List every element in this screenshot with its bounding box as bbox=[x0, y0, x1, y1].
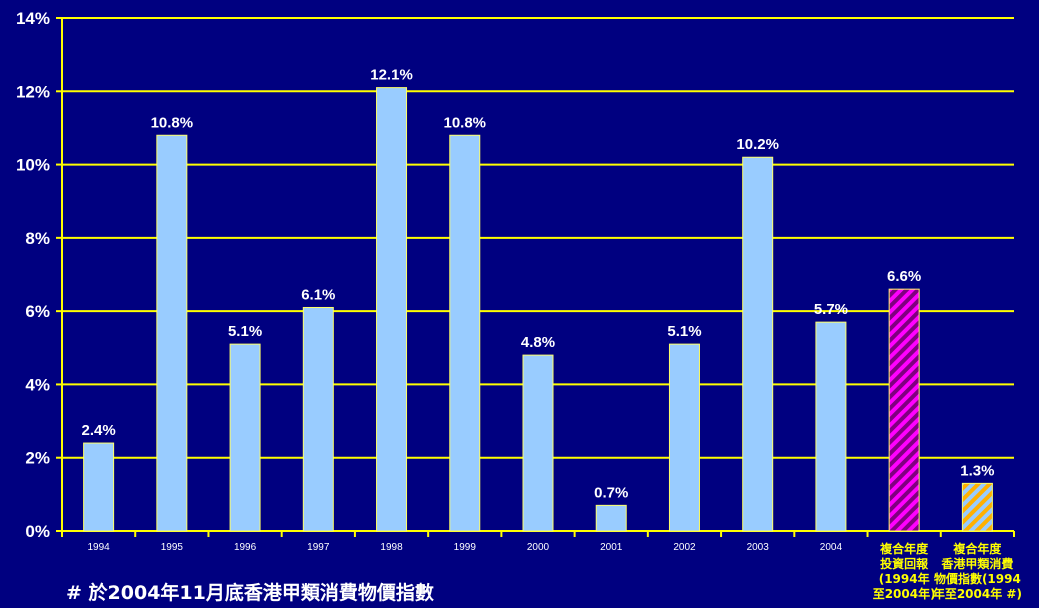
data-label-2004: 5.7% bbox=[814, 301, 848, 318]
special-bar-label-2-line-3: 物價指數(1994 bbox=[934, 571, 1021, 586]
y-tick-label: 0% bbox=[25, 522, 50, 541]
footnote: # 於2004年11月底香港甲類消費物價指數 bbox=[66, 582, 434, 604]
bar-2002 bbox=[668, 343, 700, 532]
bar-1996 bbox=[229, 343, 261, 532]
x-tick-label-2000: 2000 bbox=[527, 542, 550, 553]
data-label-1999: 10.8% bbox=[443, 114, 486, 131]
bar-2004 bbox=[815, 321, 847, 532]
bars bbox=[83, 87, 993, 532]
bar-2003 bbox=[742, 156, 774, 532]
special-bar-label-1-line-2: 投資回報 bbox=[880, 556, 929, 571]
data-label-1994: 2.4% bbox=[82, 422, 116, 439]
special-bar-label-2-line-2: 香港甲類消費 bbox=[940, 556, 1013, 571]
x-tick-label-2003: 2003 bbox=[747, 542, 770, 553]
special-bar-label-1-line-1: 複合年度 bbox=[879, 541, 929, 556]
special-bar-label-2-line-1: 複合年度 bbox=[952, 541, 1002, 556]
bar-1999 bbox=[449, 134, 481, 532]
y-tick-label: 8% bbox=[25, 229, 50, 248]
x-tick-label-2002: 2002 bbox=[673, 542, 696, 553]
bar-2001 bbox=[595, 504, 627, 532]
data-label-1995: 10.8% bbox=[151, 114, 194, 131]
bar-1994 bbox=[83, 442, 115, 532]
data-label-1998: 12.1% bbox=[370, 67, 413, 84]
y-tick-label: 14% bbox=[16, 9, 50, 28]
data-label-special-2: 1.3% bbox=[960, 462, 994, 479]
bar-1997 bbox=[302, 306, 334, 532]
data-label-1997: 6.1% bbox=[301, 286, 335, 303]
x-tick-label-1998: 1998 bbox=[380, 542, 403, 553]
y-tick-label: 4% bbox=[25, 375, 50, 394]
bar-special-2 bbox=[961, 482, 993, 532]
special-bar-label-2-line-4: 年至2004年 #) bbox=[933, 586, 1022, 601]
bar-special-1 bbox=[888, 288, 920, 532]
x-tick-label-1996: 1996 bbox=[234, 542, 257, 553]
data-label-special-1: 6.6% bbox=[887, 268, 921, 285]
data-label-1996: 5.1% bbox=[228, 323, 262, 340]
data-label-2002: 5.1% bbox=[667, 323, 701, 340]
x-tick-label-1994: 1994 bbox=[87, 542, 110, 553]
y-tick-label: 10% bbox=[16, 156, 50, 175]
special-bar-label-1-line-3: (1994年 bbox=[879, 571, 930, 586]
bar-1998 bbox=[376, 87, 408, 532]
special-bar-label-1-line-4: 至2004年) bbox=[873, 586, 936, 601]
x-tick-label-2004: 2004 bbox=[820, 542, 843, 553]
y-tick-label: 6% bbox=[25, 302, 50, 321]
bar-2000 bbox=[522, 354, 554, 532]
x-tick-label-1997: 1997 bbox=[307, 542, 330, 553]
data-label-2001: 0.7% bbox=[594, 484, 628, 501]
x-tick-label-2001: 2001 bbox=[600, 542, 623, 553]
data-label-2003: 10.2% bbox=[736, 136, 779, 153]
y-tick-label: 2% bbox=[25, 449, 50, 468]
data-label-2000: 4.8% bbox=[521, 334, 555, 351]
x-tick-label-1999: 1999 bbox=[454, 542, 477, 553]
y-tick-label: 12% bbox=[16, 82, 50, 101]
bar-1995 bbox=[156, 134, 188, 532]
x-tick-label-1995: 1995 bbox=[161, 542, 184, 553]
labels: 0% 2% 4% 6% 8% 10% 12% 14% 2.4% 1994 10.8% 1995 5.1%… bbox=[16, 9, 1022, 601]
